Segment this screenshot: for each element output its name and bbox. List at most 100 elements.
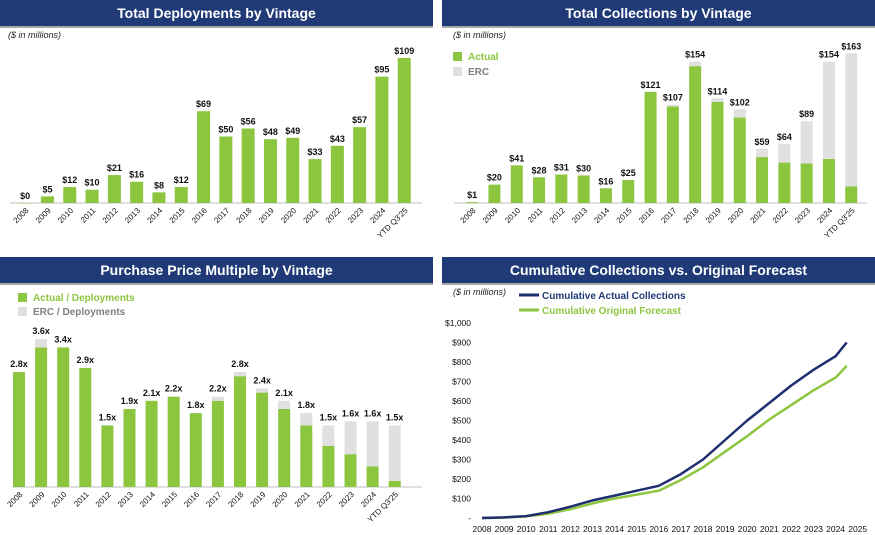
deployment-value-label: $50 — [218, 124, 233, 134]
deployment-value-label: $8 — [154, 180, 164, 190]
cumulative-title: Cumulative Collections vs. Original Fore… — [442, 257, 875, 285]
collection-actual-bar — [711, 101, 724, 203]
multiple-value-label: 1.8x — [298, 400, 316, 410]
multiple-actual-bar — [278, 409, 291, 487]
x-tick-label: 2009 — [34, 206, 53, 225]
multiple-erc-bar — [322, 425, 335, 446]
multiple-erc-bar — [256, 388, 269, 393]
collection-actual-bar — [845, 186, 858, 203]
deployment-bar — [263, 139, 277, 203]
x-tick-label: 2023 — [793, 206, 812, 225]
x-tick-label: 2015 — [615, 206, 634, 225]
multiple-erc-bar — [234, 372, 246, 377]
y-tick-label: $700 — [452, 377, 471, 387]
multiple-value-label: 2.1x — [143, 388, 161, 398]
multiple-value-label: 1.5x — [320, 412, 338, 422]
collection-value-label: $41 — [509, 153, 524, 163]
x-tick-label: 2022 — [782, 524, 801, 534]
deployment-value-label: $95 — [374, 65, 389, 75]
collection-actual-bar — [733, 117, 746, 203]
legend-erc-deployments-swatch — [18, 307, 27, 316]
x-tick-label: 2011 — [526, 206, 545, 225]
x-tick-label: 2013 — [570, 206, 589, 225]
deployment-value-label: $49 — [285, 126, 300, 136]
collection-actual-bar — [644, 91, 657, 203]
y-tick-label: $200 — [452, 474, 471, 484]
x-tick-label: 2012 — [101, 206, 120, 225]
multiple-actual-bar — [101, 425, 114, 487]
legend-erc-deployments-label: ERC / Deployments — [33, 307, 126, 318]
multiple-value-label: 1.9x — [121, 396, 139, 406]
collection-actual-bar — [800, 163, 813, 203]
collection-value-label: $31 — [554, 163, 569, 173]
x-tick-label: 2020 — [726, 206, 745, 225]
deployments-chart: ($ in millions) $0 2008 $5 2009 $12 2010 $10 201… — [8, 30, 422, 240]
x-tick-label: 2023 — [804, 524, 823, 534]
x-tick-label: 2008 — [5, 490, 24, 509]
multiple-value-label: 2.4x — [253, 375, 271, 385]
multiple-chart: Actual / Deployments ERC / Deployments 2.8… — [5, 293, 422, 524]
legend-erc-swatch — [453, 67, 462, 76]
x-tick-label: 2024 — [826, 524, 845, 534]
collection-value-label: $114 — [708, 86, 728, 96]
multiple-value-label: 1.6x — [342, 408, 360, 418]
collection-value-label: $16 — [598, 176, 613, 186]
deployment-value-label: $48 — [263, 127, 278, 137]
x-tick-label: 2016 — [637, 206, 656, 225]
x-tick-label: 2020 — [271, 490, 290, 509]
deployment-value-label: $109 — [394, 46, 414, 56]
legend-forecast-label: Cumulative Original Forecast — [542, 306, 682, 317]
deployment-bar — [375, 76, 389, 203]
deployment-value-label: $10 — [85, 178, 100, 188]
collection-value-label: $28 — [532, 165, 547, 175]
x-tick-label: 2020 — [279, 206, 298, 225]
deployment-value-label: $12 — [62, 175, 77, 185]
x-tick-label: 2022 — [315, 490, 334, 509]
multiple-actual-bar — [256, 392, 269, 487]
collection-value-label: $154 — [685, 50, 705, 60]
multiple-actual-bar — [145, 400, 158, 487]
legend-erc-label: ERC — [468, 67, 489, 78]
x-tick-label: 2013 — [116, 490, 135, 509]
deployment-bar — [286, 137, 300, 203]
collection-actual-bar — [622, 180, 635, 203]
collection-erc-bar — [778, 144, 791, 163]
multiple-erc-bar — [344, 421, 357, 455]
multiple-actual-bar — [234, 376, 246, 487]
multiple-actual-bar — [211, 400, 224, 487]
x-tick-label: 2016 — [182, 490, 201, 509]
deployment-bar — [174, 187, 188, 203]
deployment-value-label: $16 — [129, 170, 144, 180]
multiple-actual-bar — [189, 413, 202, 487]
deployment-bar — [152, 192, 166, 203]
collection-actual-bar — [533, 177, 546, 203]
x-tick-label: 2013 — [123, 206, 142, 225]
x-tick-label: 2018 — [682, 206, 701, 225]
x-tick-label: 2019 — [249, 490, 268, 509]
collection-actual-bar — [666, 106, 679, 203]
x-tick-label: 2017 — [212, 206, 231, 225]
collection-value-label: $30 — [576, 163, 591, 173]
legend-actual-deployments-swatch — [18, 293, 27, 302]
x-tick-label: 2019 — [716, 524, 735, 534]
multiple-panel: Purchase Price Multiple by Vintage Actua… — [0, 257, 433, 535]
multiple-actual-bar — [13, 372, 25, 487]
collection-actual-bar — [577, 175, 590, 203]
collection-actual-bar — [599, 188, 612, 203]
x-tick-label: 2012 — [561, 524, 580, 534]
deployments-panel: Total Deployments by Vintage ($ in milli… — [0, 0, 433, 252]
multiple-erc-bar — [366, 421, 379, 467]
deployment-bar — [353, 127, 367, 203]
collection-erc-bar — [800, 121, 813, 164]
x-tick-label: 2017 — [671, 524, 690, 534]
multiple-value-label: 2.1x — [275, 388, 293, 398]
collection-value-label: $121 — [641, 80, 661, 90]
y-tick-label: $900 — [452, 338, 471, 348]
x-tick-label: 2009 — [495, 524, 514, 534]
deployment-bar — [40, 196, 54, 203]
collection-erc-bar — [666, 104, 679, 107]
collection-value-label: $107 — [663, 93, 683, 103]
collection-erc-bar — [711, 98, 724, 102]
y-tick-label: $600 — [452, 396, 471, 406]
deployment-bar — [219, 136, 233, 203]
